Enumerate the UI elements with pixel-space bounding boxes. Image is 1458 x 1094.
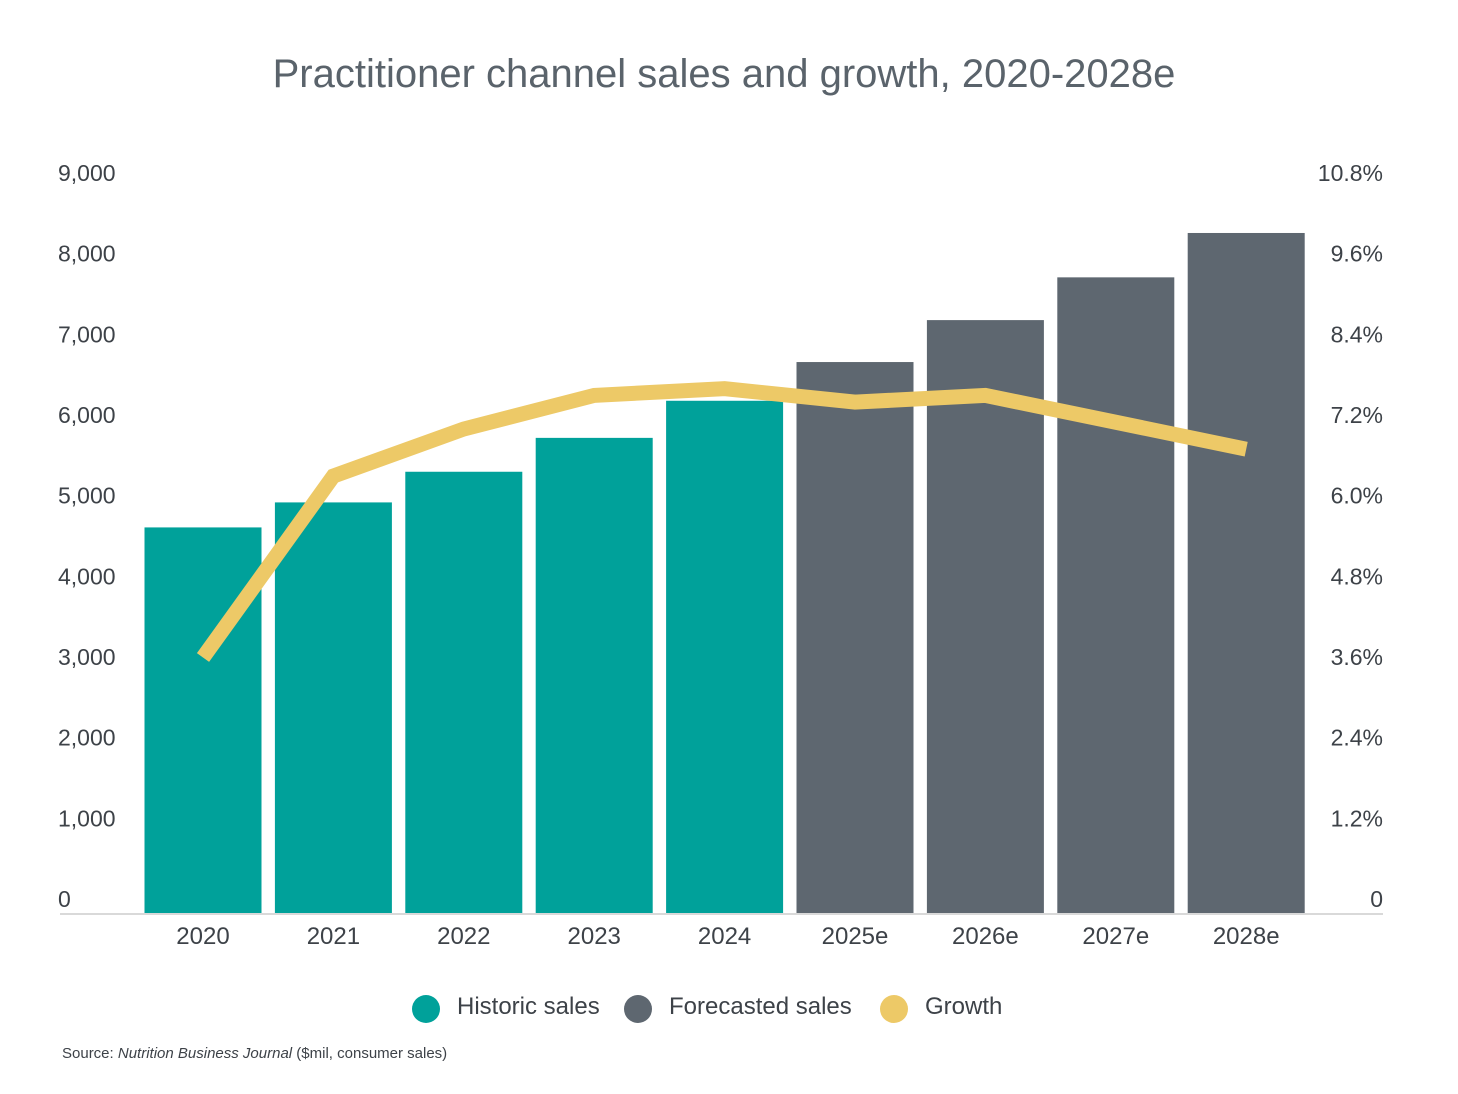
growth-line-group: [196, 381, 1248, 662]
right-tick-label: 9.6%: [1331, 241, 1383, 267]
legend-swatch-historic-sales: [412, 995, 440, 1023]
right-tick-label: 1.2%: [1331, 805, 1383, 831]
bar-forecasted-sales-2025e: [796, 362, 914, 914]
right-axis-ticks: 0 1.2% 2.4% 3.6% 4.8% 6.0% 7.2% 8.4% 9.6% 10.8%: [1318, 160, 1383, 912]
right-tick-label: 4.8%: [1331, 563, 1383, 589]
x-tick-label: 2023: [568, 923, 621, 950]
left-tick-label: 5,000: [58, 483, 116, 509]
bar-historic-sales-2024: [666, 400, 784, 913]
left-axis-ticks: 0 1,000 2,000 3,000 4,000 5,000 6,000 7,000 8,00…: [58, 160, 116, 912]
bar-historic-sales-2020: [144, 527, 262, 913]
legend-swatch-growth: [880, 995, 908, 1023]
bars: [144, 232, 1305, 914]
right-tick-label: 2.4%: [1331, 725, 1383, 751]
legend-label: Forecasted sales: [669, 993, 852, 1020]
right-tick-label: 6.0%: [1331, 483, 1383, 509]
bar-historic-sales-2022: [405, 471, 523, 913]
right-tick-label: 0: [1370, 886, 1383, 912]
left-tick-label: 8,000: [58, 241, 116, 267]
right-tick-label: 7.2%: [1331, 402, 1383, 428]
left-tick-label: 4,000: [58, 563, 116, 589]
left-tick-label: 2,000: [58, 725, 116, 751]
bar-forecasted-sales-2027e: [1057, 277, 1175, 913]
x-axis-ticks: 2020 2021 2022 2023 2024 2025e 2026e 2027e 2028e: [176, 923, 1279, 950]
left-tick-label: 0: [58, 886, 71, 912]
x-tick-label: 2026e: [952, 923, 1019, 950]
legend-swatch-forecasted-sales: [624, 995, 652, 1023]
x-tick-label: 2021: [307, 923, 360, 950]
x-tick-label: 2022: [437, 923, 490, 950]
right-tick-label: 8.4%: [1331, 321, 1383, 347]
legend-label: Historic sales: [457, 993, 600, 1020]
x-tick-label: 2020: [176, 923, 229, 950]
left-tick-label: 7,000: [58, 321, 116, 347]
bar-forecasted-sales-2028e: [1187, 232, 1305, 914]
left-tick-label: 9,000: [58, 160, 116, 186]
x-tick-label: 2028e: [1213, 923, 1280, 950]
source-note: Source: Nutrition Business Journal ($mil…: [62, 1045, 447, 1062]
right-tick-label: 10.8%: [1318, 160, 1383, 186]
bar-historic-sales-2023: [535, 437, 653, 913]
left-tick-label: 3,000: [58, 644, 116, 670]
chart-title: Practitioner channel sales and growth, 2…: [273, 52, 1176, 96]
x-tick-label: 2024: [698, 923, 751, 950]
legend: Historic sales Forecasted sales Growth: [412, 993, 1002, 1023]
bar-forecasted-sales-2026e: [926, 320, 1044, 914]
legend-label: Growth: [925, 993, 1002, 1020]
right-tick-label: 3.6%: [1331, 644, 1383, 670]
left-tick-label: 1,000: [58, 805, 116, 831]
x-tick-label: 2027e: [1082, 923, 1149, 950]
bar-historic-sales-2021: [274, 502, 392, 913]
x-tick-label: 2025e: [822, 923, 889, 950]
left-tick-label: 6,000: [58, 402, 116, 428]
